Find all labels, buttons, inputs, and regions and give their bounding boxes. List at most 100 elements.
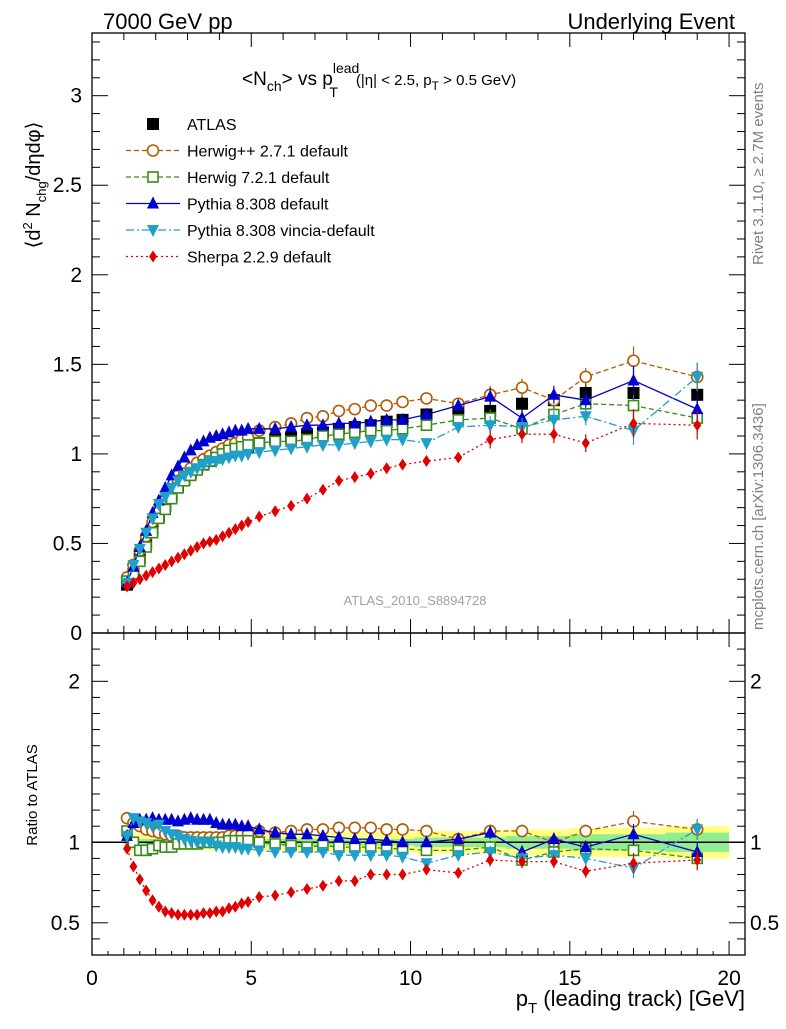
data-point-sherpa [287,886,296,899]
data-point-sherpa [135,873,144,886]
data-point-vincia [691,371,704,384]
y-tick-label: 0.5 [53,532,82,555]
data-point-herwig7 [253,437,266,449]
data-point-vincia [484,846,497,859]
data-point-sherpa [366,868,375,881]
data-point-vincia [547,414,560,427]
data-point-pythia [242,421,255,434]
data-point-pythia [191,437,204,450]
legend-entry-sherpa: Sherpa 2.2.9 default [126,250,332,267]
legend-label: Herwig 7.2.1 default [187,170,330,187]
data-point-vincia [152,819,165,832]
data-point-pythia [301,418,314,431]
data-point-vincia [191,463,204,476]
data-point-sherpa [154,900,163,913]
data-point-sherpa [212,905,221,918]
series-herwig7 [121,391,704,587]
data-point-vincia [172,475,185,488]
data-point-pythia [420,835,433,848]
data-point-herwig7 [269,435,281,448]
header-left: 7000 GeV pp [103,9,233,34]
data-point-sherpa [167,555,176,568]
y-tick-label: 1.5 [53,353,82,376]
data-point-pythia [348,832,361,845]
data-point-pythia [332,830,345,843]
data-point-pythia [516,411,529,424]
legend-marker [147,225,159,237]
data-point-herwigpp [396,823,409,836]
data-point-vincia [127,559,140,572]
data-point-sherpa [271,505,280,518]
data-point-vincia [579,411,592,424]
x-tick-label: 20 [717,967,740,990]
data-point-vincia [301,441,314,454]
title-sup: lead [333,60,359,76]
series-pythia [121,366,704,588]
data-point-sherpa [244,895,253,908]
data-point-sherpa [205,535,214,548]
data-point-pythia [627,373,640,386]
legend-entry-vincia: Pythia 8.308 vincia-default [126,223,375,240]
y-tick-label-right: 1 [750,831,762,854]
data-point-sherpa [186,544,195,557]
data-point-sherpa [148,566,157,579]
data-point-pythia [159,480,172,493]
data-point-herwig7 [333,428,345,440]
data-point-sherpa [161,905,170,918]
data-point-sherpa [581,865,590,878]
data-point-sherpa [193,541,202,554]
y-tick-label: 2 [68,670,80,693]
data-point-herwigpp [380,399,393,412]
data-point-vincia [159,491,172,504]
x-axis-label: pT (leading track) [GeV] [516,986,745,1017]
data-point-pythia [253,822,266,835]
data-point-sherpa [123,842,132,855]
data-point-sherpa [382,868,391,881]
data-point-sherpa [237,897,246,910]
data-point-sherpa [366,467,375,480]
legend-entry-pythia: Pythia 8.308 default [126,196,329,214]
data-point-herwigpp [579,370,593,384]
series-ATLAS [121,378,704,591]
data-point-pythia [332,416,345,429]
data-point-vincia [380,434,393,447]
data-point-sherpa [334,474,343,487]
data-point-sherpa [174,908,183,921]
data-point-vincia [152,499,165,512]
data-point-herwig7 [127,836,140,849]
data-point-sherpa [629,417,638,430]
data-point-vincia [348,850,361,863]
data-point-pythia [269,825,282,838]
y-tick-label-right: 0.5 [750,912,779,935]
data-point-vincia [127,813,140,826]
data-point-vincia [420,438,433,451]
data-point-sherpa [693,419,702,432]
data-point-pythia [380,833,393,846]
data-point-herwigpp [627,354,640,368]
data-point-herwig7 [159,503,172,516]
data-point-vincia [197,459,210,472]
legend-marker [147,171,159,183]
data-point-herwigpp [515,824,529,838]
data-point-vincia [332,439,345,452]
series-sherpa [123,842,702,921]
ratio-frame [91,632,746,956]
data-point-vincia [316,439,329,452]
data-point-sherpa [629,857,638,870]
data-point-pythia [301,827,314,840]
data-point-sherpa [422,863,431,876]
data-point-vincia [364,850,377,863]
data-point-vincia [184,466,197,479]
data-point-sherpa [161,558,170,571]
data-point-sherpa [142,569,151,582]
main-panel: 0 0.5 1 1.5 2 2.5 3 [53,32,746,645]
data-point-sherpa [199,537,208,550]
data-point-vincia [159,826,172,839]
data-point-herwig7 [420,419,433,432]
data-point-pythia [547,387,560,400]
title-sub1: ch [267,78,282,94]
data-point-herwigpp [348,821,362,835]
data-point-sherpa [382,462,391,475]
data-point-sherpa [174,551,183,564]
series-line-vincia [126,376,698,584]
